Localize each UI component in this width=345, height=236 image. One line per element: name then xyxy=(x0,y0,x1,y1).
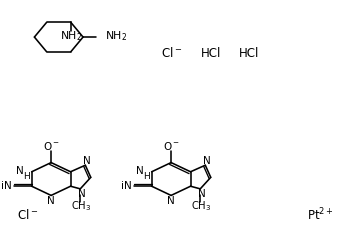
Text: Pt$^{2+}$: Pt$^{2+}$ xyxy=(307,207,334,224)
Text: CH$_3$: CH$_3$ xyxy=(191,200,211,213)
Text: iN: iN xyxy=(121,181,131,191)
Text: iN: iN xyxy=(1,181,11,191)
Text: N: N xyxy=(198,189,206,199)
Text: Cl$^-$: Cl$^-$ xyxy=(161,46,183,60)
Text: N: N xyxy=(47,196,55,206)
Text: O$^-$: O$^-$ xyxy=(43,140,60,152)
Text: Cl$^-$: Cl$^-$ xyxy=(17,208,38,222)
Text: N: N xyxy=(167,196,175,206)
Text: HCl: HCl xyxy=(239,47,259,60)
Text: O$^-$: O$^-$ xyxy=(162,140,180,152)
Text: HCl: HCl xyxy=(201,47,221,60)
Text: N: N xyxy=(203,156,210,166)
Text: N: N xyxy=(17,166,24,176)
Text: H: H xyxy=(23,173,30,181)
Text: NH$_2$: NH$_2$ xyxy=(60,30,82,43)
Text: NH$_2$: NH$_2$ xyxy=(105,30,127,43)
Text: CH$_3$: CH$_3$ xyxy=(71,200,91,213)
Text: N: N xyxy=(83,156,90,166)
Text: N: N xyxy=(78,189,86,199)
Text: N: N xyxy=(137,166,144,176)
Text: H: H xyxy=(144,173,150,181)
